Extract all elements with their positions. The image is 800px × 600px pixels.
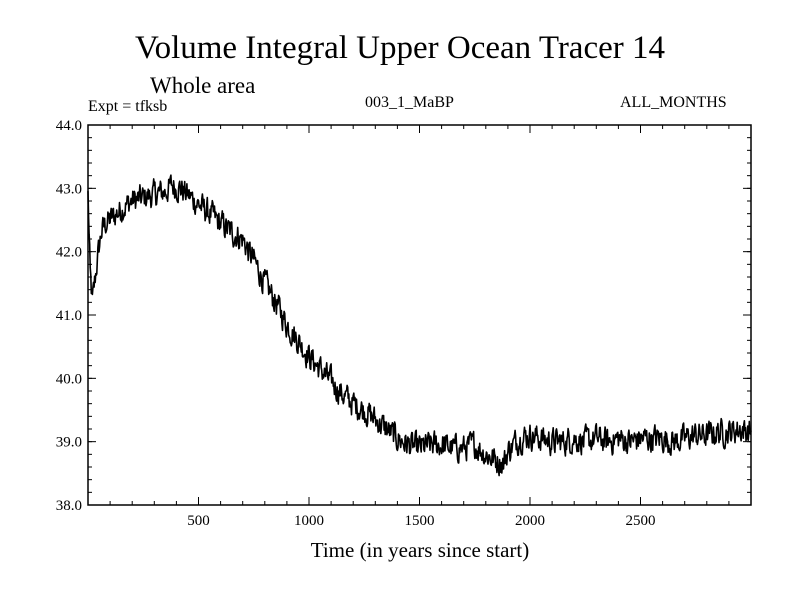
x-tick-label: 2000 [515,513,545,529]
y-tick-label: 40.0 [56,371,82,387]
axis-ticks: 38.0 39.0 40.0 41.0 42.0 43.0 44.0 500 1000 1500 2… [56,118,751,529]
y-tick-label: 42.0 [56,245,82,261]
x-tick-label: 500 [187,513,210,529]
x-tick-label: 1000 [294,513,324,529]
y-tick-label: 38.0 [56,498,82,514]
x-axis-label: Time (in years since start) [310,538,530,562]
series-group [87,174,752,477]
y-tick-label: 43.0 [56,181,82,197]
run-label: 003_1_MaBP [365,94,454,111]
series-line [87,174,752,477]
x-tick-label: 2500 [626,513,656,529]
months-label: ALL_MONTHS [620,94,727,111]
chart-subtitle: Whole area [150,73,256,98]
y-tick-label: 44.0 [56,118,82,134]
experiment-label: Expt = tfksb [88,98,168,115]
y-tick-label: 41.0 [56,308,82,324]
chart-title: Volume Integral Upper Ocean Tracer 14 [135,30,665,66]
x-tick-label: 1500 [405,513,435,529]
y-tick-label: 39.0 [56,435,82,451]
